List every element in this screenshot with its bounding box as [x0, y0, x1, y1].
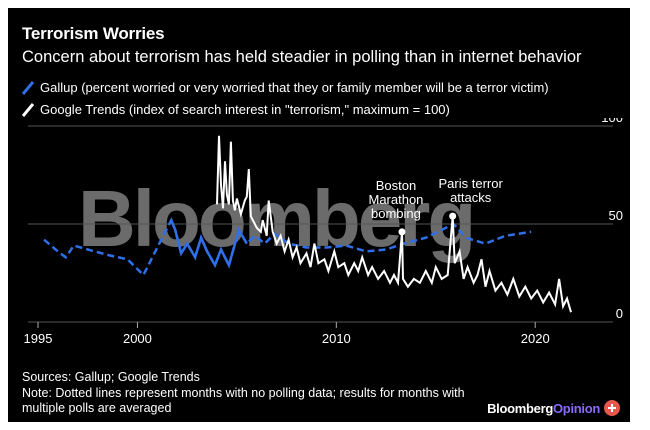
annotation-label: Paris terror	[439, 176, 504, 191]
x-tick-label: 2010	[322, 331, 351, 346]
zoom-in-icon[interactable]	[604, 400, 620, 416]
x-tick-label: 1995	[24, 331, 53, 346]
legend-label-google: Google Trends (index of search interest …	[40, 102, 450, 117]
chart-title: Terrorism Worries	[22, 24, 165, 43]
gallup-series-solid	[170, 219, 248, 269]
legend-item-google: Google Trends (index of search interest …	[22, 102, 450, 117]
google-series-line	[216, 135, 572, 313]
note-line-2: multiple polls are averaged	[22, 401, 172, 415]
bloomberg-watermark: Bloomberg	[78, 174, 476, 263]
note-line-1: Note: Dotted lines represent months with…	[22, 386, 465, 400]
y-tick-label: 0	[616, 306, 623, 321]
gallup-series-line	[43, 217, 532, 278]
annotation-label: bombing	[371, 206, 421, 221]
annotation-marker	[449, 212, 457, 220]
x-tick-label: 2020	[521, 331, 550, 346]
line-chart: 0 50 100 1995 2000 2010 2020 BostonMarathonbomb…	[24, 118, 623, 346]
annotation-label: Marathon	[368, 192, 423, 207]
chart-subtitle: Concern about terrorism has held steadie…	[22, 48, 582, 66]
source-note: Sources: Gallup; Google Trends	[22, 370, 200, 384]
legend-item-gallup: Gallup (percent worried or very worried …	[22, 80, 549, 95]
y-tick-label: 50	[609, 208, 623, 223]
annotation-marker	[398, 228, 406, 236]
brand-part-2: Opinion	[553, 401, 600, 416]
y-tick-label: 100	[601, 118, 623, 125]
legend-swatch-google	[22, 102, 34, 117]
legend-label-gallup: Gallup (percent worried or very worried …	[40, 80, 549, 95]
bloomberg-opinion-logo: BloombergOpinion	[487, 401, 600, 416]
brand-part-1: Bloomberg	[487, 401, 553, 416]
x-tick-label: 2000	[123, 331, 152, 346]
legend-swatch-gallup	[22, 80, 34, 95]
annotation-label: Boston	[376, 178, 416, 193]
chart-panel: Terrorism Worries Concern about terroris…	[8, 8, 630, 422]
annotation-label: attacks	[450, 190, 492, 205]
